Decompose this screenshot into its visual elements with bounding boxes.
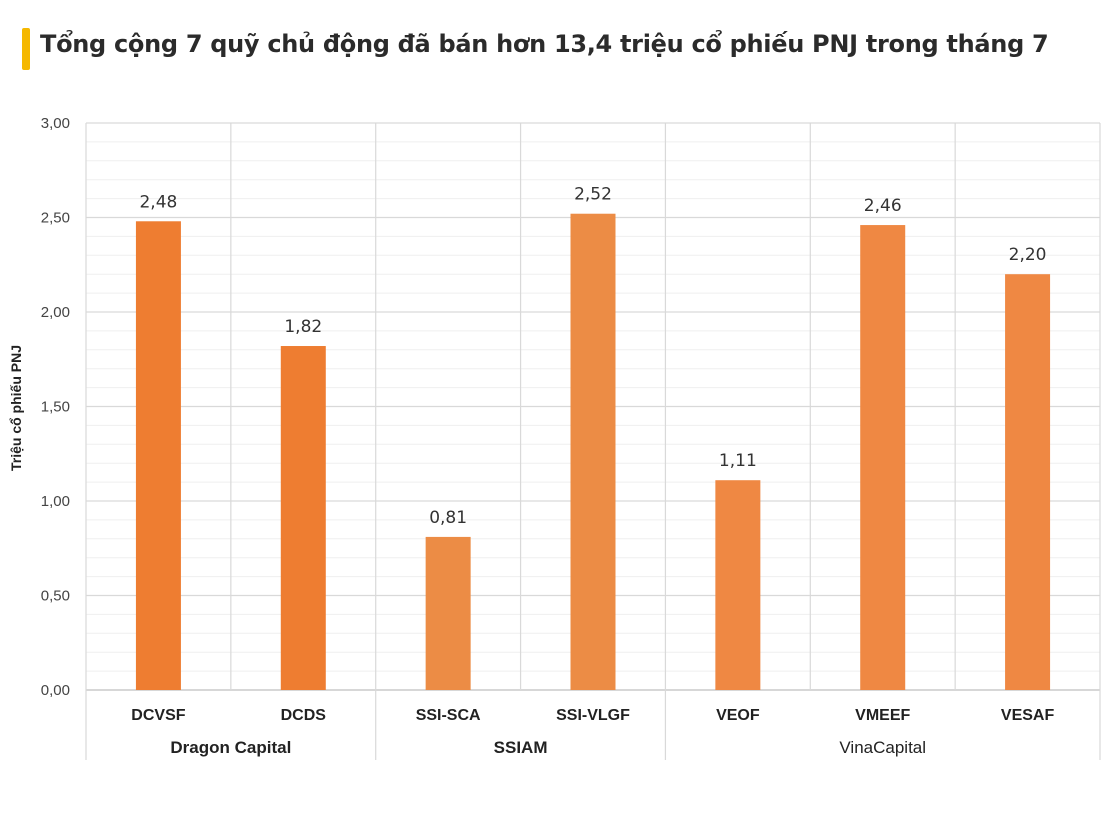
x-category-label: DCDS: [281, 707, 327, 724]
bar-ssi-vlgf: [570, 213, 616, 690]
x-group-label: SSIAM: [494, 738, 548, 757]
y-tick-label: 1,50: [41, 399, 70, 416]
x-axis-categories: DCVSF DCDS SSI-SCA SSI-VLGF VEOF VMEEF VESAF: [131, 707, 1054, 724]
bar-veof: [715, 480, 761, 690]
x-category-label: SSI-SCA: [416, 707, 481, 724]
value-labels: 2,48 1,82 0,81 2,52 1,11 2,46 2,20: [139, 185, 1046, 528]
value-label: 2,48: [139, 192, 177, 212]
y-tick-label: 0,00: [41, 682, 70, 699]
title-accent-bar: [22, 28, 30, 70]
bar-vesaf: [1005, 274, 1051, 690]
bars: [135, 213, 1051, 690]
y-tick-label: 3,00: [41, 115, 70, 132]
bar-ssi-sca: [425, 536, 471, 690]
bar-dcds: [280, 346, 326, 690]
value-label: 0,81: [429, 508, 467, 528]
value-label: 2,46: [864, 196, 902, 216]
x-group-label: Dragon Capital: [170, 738, 291, 757]
x-axis-groups: Dragon Capital SSIAM VinaCapital: [85, 690, 1101, 760]
y-axis-ticks: 0,00 0,50 1,00 1,50 2,00 2,50 3,00: [41, 115, 70, 699]
y-tick-label: 0,50: [41, 588, 70, 605]
value-label: 2,20: [1009, 245, 1047, 265]
value-label: 2,52: [574, 185, 612, 205]
y-tick-label: 1,00: [41, 493, 70, 510]
page-title: Tổng cộng 7 quỹ chủ động đã bán hơn 13,4…: [40, 30, 1049, 58]
x-category-label: VMEEF: [855, 707, 910, 724]
x-group-label: VinaCapital: [839, 738, 926, 757]
y-tick-label: 2,50: [41, 210, 70, 227]
x-category-label: VESAF: [1001, 707, 1055, 724]
x-category-label: DCVSF: [131, 707, 185, 724]
value-label: 1,82: [284, 317, 322, 337]
bar-dcvsf: [135, 221, 181, 690]
x-category-label: SSI-VLGF: [556, 707, 630, 724]
y-tick-label: 2,00: [41, 304, 70, 321]
value-label: 1,11: [719, 451, 757, 471]
bar-vmeef: [860, 225, 906, 690]
y-axis-label: Triệu cổ phiếu PNJ: [8, 345, 24, 471]
x-category-label: VEOF: [716, 707, 760, 724]
